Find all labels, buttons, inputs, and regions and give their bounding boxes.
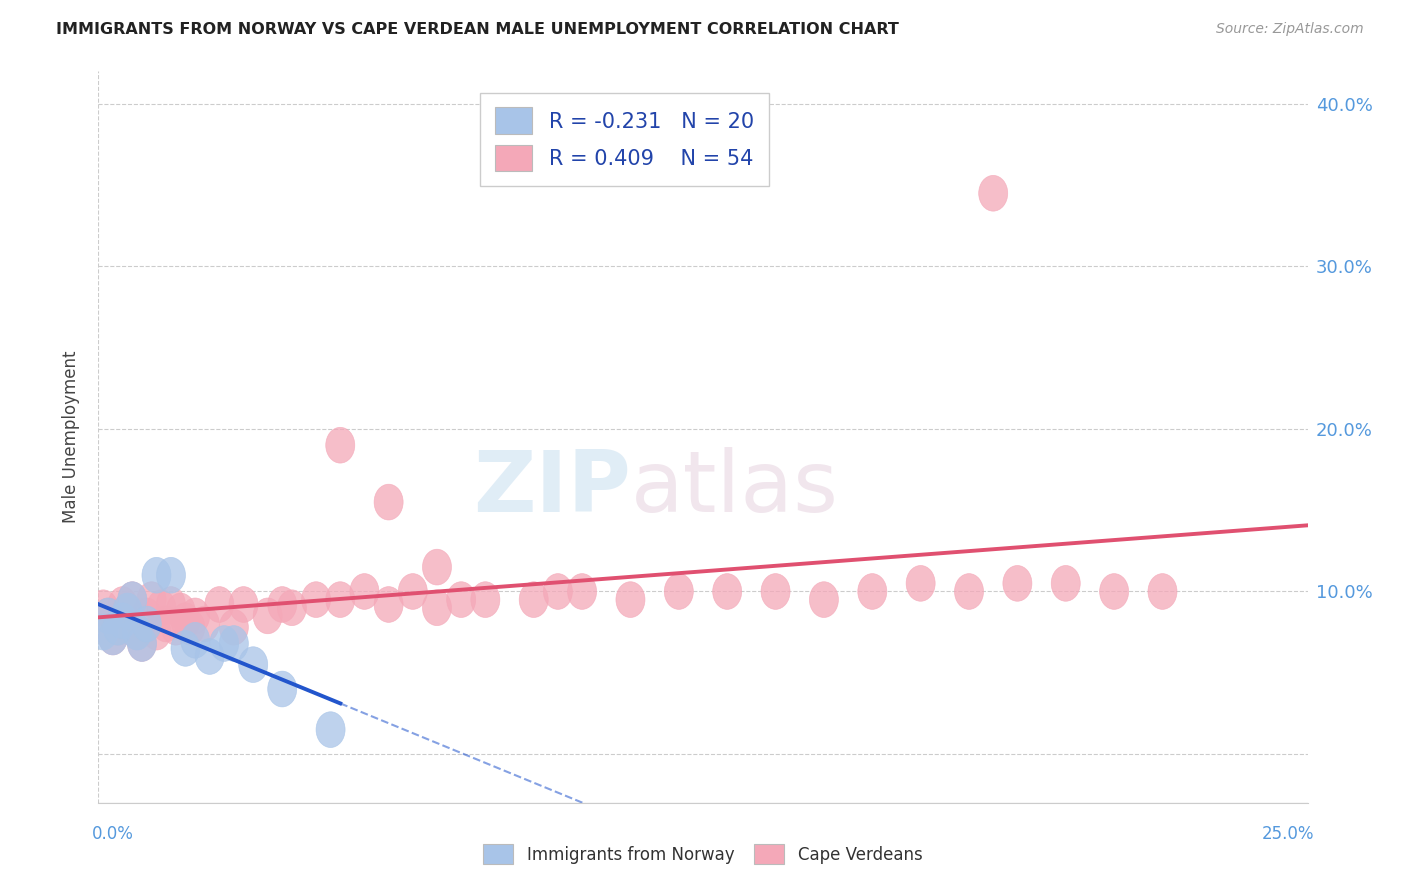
Ellipse shape	[112, 593, 142, 629]
Ellipse shape	[156, 558, 186, 593]
Ellipse shape	[277, 590, 307, 625]
Ellipse shape	[316, 712, 344, 747]
Ellipse shape	[122, 615, 152, 650]
Ellipse shape	[1099, 574, 1129, 609]
Legend: R = -0.231   N = 20, R = 0.409    N = 54: R = -0.231 N = 20, R = 0.409 N = 54	[481, 93, 769, 186]
Ellipse shape	[118, 582, 146, 617]
Ellipse shape	[350, 574, 380, 609]
Ellipse shape	[326, 427, 354, 463]
Ellipse shape	[447, 582, 475, 617]
Ellipse shape	[905, 566, 935, 601]
Ellipse shape	[176, 609, 205, 645]
Ellipse shape	[98, 619, 128, 655]
Ellipse shape	[471, 582, 501, 617]
Ellipse shape	[979, 176, 1008, 211]
Ellipse shape	[713, 574, 742, 609]
Ellipse shape	[138, 582, 166, 617]
Ellipse shape	[172, 603, 200, 639]
Ellipse shape	[108, 603, 138, 639]
Ellipse shape	[162, 609, 190, 645]
Ellipse shape	[267, 671, 297, 706]
Ellipse shape	[955, 574, 984, 609]
Ellipse shape	[156, 587, 186, 623]
Ellipse shape	[664, 574, 693, 609]
Ellipse shape	[761, 574, 790, 609]
Ellipse shape	[103, 609, 132, 645]
Legend: Immigrants from Norway, Cape Verdeans: Immigrants from Norway, Cape Verdeans	[477, 838, 929, 871]
Y-axis label: Male Unemployment: Male Unemployment	[62, 351, 80, 524]
Ellipse shape	[239, 647, 267, 682]
Ellipse shape	[398, 574, 427, 609]
Ellipse shape	[422, 549, 451, 585]
Ellipse shape	[190, 607, 219, 642]
Text: IMMIGRANTS FROM NORWAY VS CAPE VERDEAN MALE UNEMPLOYMENT CORRELATION CHART: IMMIGRANTS FROM NORWAY VS CAPE VERDEAN M…	[56, 22, 898, 37]
Ellipse shape	[1147, 574, 1177, 609]
Ellipse shape	[172, 631, 200, 666]
Ellipse shape	[118, 582, 146, 617]
Ellipse shape	[132, 607, 162, 642]
Ellipse shape	[103, 609, 132, 645]
Ellipse shape	[128, 625, 156, 661]
Text: 25.0%: 25.0%	[1263, 825, 1315, 843]
Ellipse shape	[301, 582, 330, 617]
Ellipse shape	[205, 587, 233, 623]
Text: ZIP: ZIP	[472, 447, 630, 530]
Ellipse shape	[180, 598, 209, 633]
Text: Source: ZipAtlas.com: Source: ZipAtlas.com	[1216, 22, 1364, 37]
Ellipse shape	[195, 639, 224, 674]
Ellipse shape	[94, 598, 122, 633]
Ellipse shape	[422, 590, 451, 625]
Ellipse shape	[146, 590, 176, 625]
Ellipse shape	[132, 598, 162, 633]
Ellipse shape	[519, 582, 548, 617]
Ellipse shape	[568, 574, 596, 609]
Ellipse shape	[166, 593, 195, 629]
Ellipse shape	[112, 593, 142, 629]
Ellipse shape	[122, 615, 152, 650]
Ellipse shape	[94, 598, 122, 633]
Ellipse shape	[229, 587, 259, 623]
Ellipse shape	[1002, 566, 1032, 601]
Ellipse shape	[89, 590, 118, 625]
Text: 0.0%: 0.0%	[91, 825, 134, 843]
Ellipse shape	[543, 574, 572, 609]
Ellipse shape	[1052, 566, 1080, 601]
Ellipse shape	[858, 574, 887, 609]
Ellipse shape	[219, 625, 249, 661]
Ellipse shape	[267, 587, 297, 623]
Ellipse shape	[326, 582, 354, 617]
Ellipse shape	[108, 587, 138, 623]
Ellipse shape	[180, 623, 209, 658]
Ellipse shape	[98, 619, 128, 655]
Ellipse shape	[142, 615, 172, 650]
Ellipse shape	[142, 558, 172, 593]
Ellipse shape	[253, 598, 283, 633]
Ellipse shape	[374, 484, 404, 520]
Ellipse shape	[374, 587, 404, 623]
Ellipse shape	[810, 582, 838, 617]
Ellipse shape	[219, 609, 249, 645]
Text: atlas: atlas	[630, 447, 838, 530]
Ellipse shape	[616, 582, 645, 617]
Ellipse shape	[209, 625, 239, 661]
Ellipse shape	[89, 615, 118, 650]
Ellipse shape	[128, 625, 156, 661]
Ellipse shape	[152, 607, 180, 642]
